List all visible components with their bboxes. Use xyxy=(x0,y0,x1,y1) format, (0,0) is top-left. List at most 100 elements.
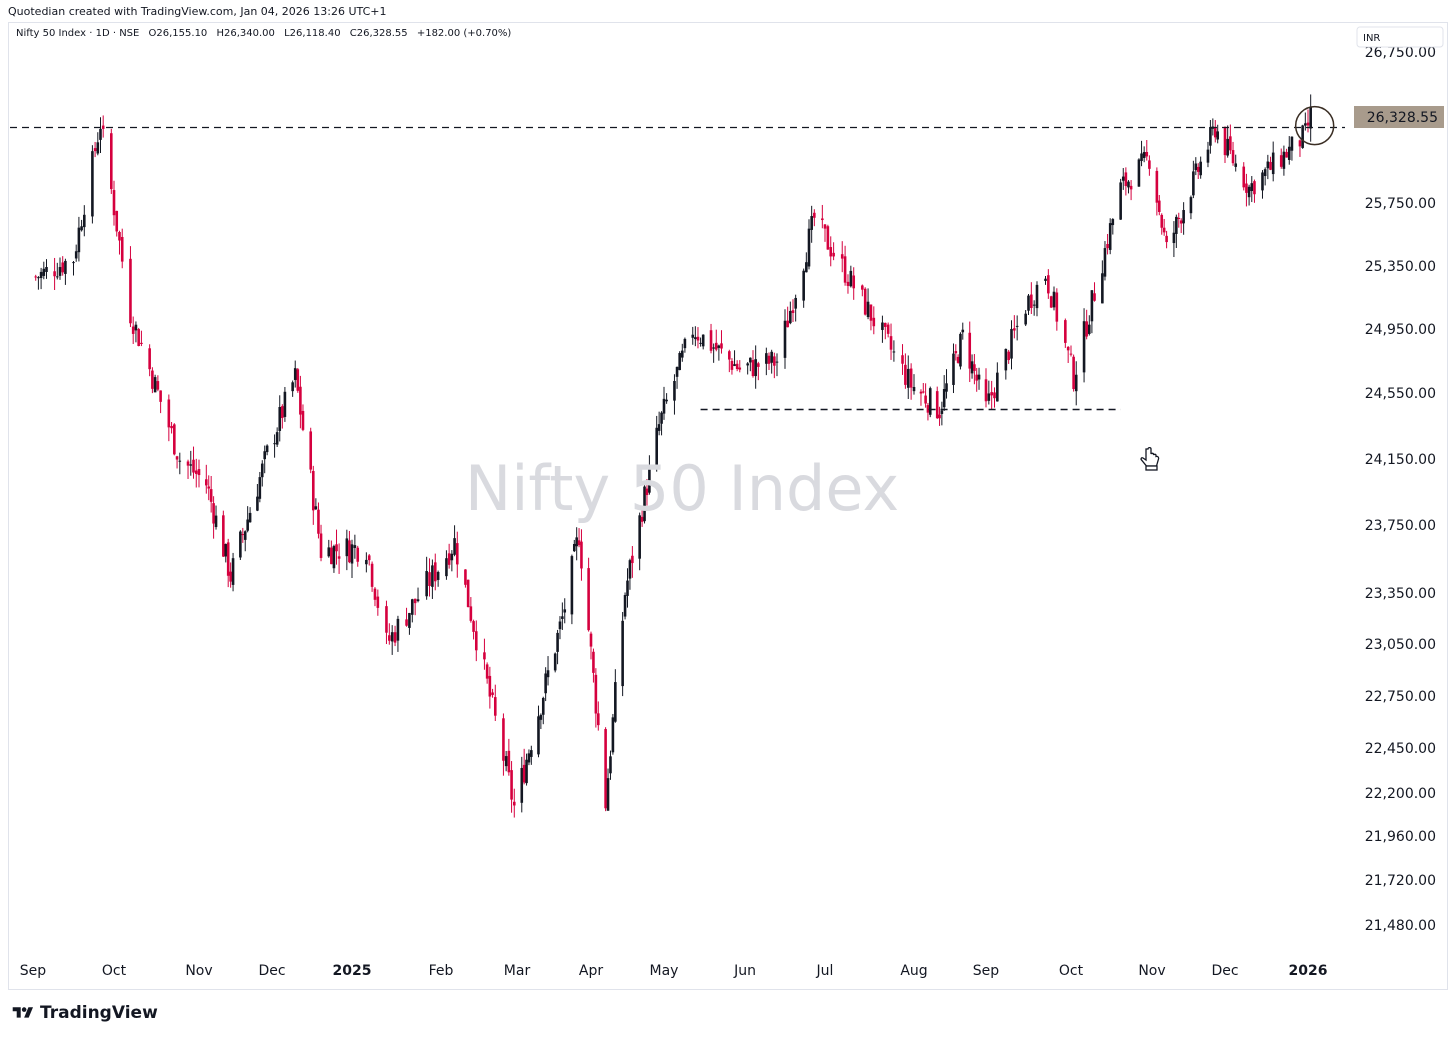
candle xyxy=(345,529,349,571)
candle xyxy=(783,309,787,369)
candle xyxy=(712,343,715,363)
y-tick-label: 23,750.00 xyxy=(1365,518,1436,534)
candle xyxy=(561,602,564,630)
candle xyxy=(843,245,847,286)
candle xyxy=(987,380,991,405)
candle xyxy=(260,460,264,487)
candle xyxy=(1024,310,1027,327)
candle xyxy=(99,117,102,154)
candle xyxy=(120,228,124,269)
candle xyxy=(1064,318,1067,348)
candle xyxy=(794,294,797,322)
y-tick-label: 25,750.00 xyxy=(1365,196,1436,212)
candle xyxy=(428,558,431,597)
candle xyxy=(575,527,578,561)
candle xyxy=(311,465,315,525)
chart-frame xyxy=(8,22,1448,990)
candle xyxy=(525,753,528,786)
candle xyxy=(694,326,697,347)
candle xyxy=(660,411,663,436)
candle xyxy=(1101,260,1104,304)
candle xyxy=(1027,294,1030,315)
candle xyxy=(507,738,511,776)
candle xyxy=(1162,218,1166,236)
candle xyxy=(137,327,140,347)
candle xyxy=(1074,361,1078,406)
candle xyxy=(909,363,913,400)
candle xyxy=(665,393,668,404)
candle xyxy=(1290,136,1294,161)
candle xyxy=(256,483,259,512)
candle xyxy=(643,482,646,524)
candle xyxy=(872,306,876,335)
candle xyxy=(1304,112,1307,131)
candle xyxy=(278,395,282,442)
y-tick-label: 21,480.00 xyxy=(1365,918,1436,934)
created-by-text: Quotedian created with TradingView.com, … xyxy=(8,5,387,18)
candle xyxy=(680,343,684,362)
last-price-tag[interactable]: 26,328.55 xyxy=(1354,106,1444,128)
candle xyxy=(973,354,976,385)
candle xyxy=(558,616,562,640)
candle xyxy=(594,668,598,728)
currency-tag[interactable]: INR xyxy=(1356,26,1444,48)
candle xyxy=(866,288,870,320)
candle xyxy=(1266,154,1270,180)
candle xyxy=(648,455,651,495)
candle xyxy=(942,375,946,411)
candle xyxy=(353,534,357,559)
candle xyxy=(849,265,853,288)
candle xyxy=(773,352,776,379)
candle xyxy=(299,375,302,429)
candle xyxy=(77,216,81,262)
candle xyxy=(1121,168,1125,190)
candle xyxy=(738,360,742,373)
candle xyxy=(337,543,341,574)
candle xyxy=(112,180,116,226)
candle xyxy=(1145,140,1149,161)
candle xyxy=(1137,158,1141,187)
y-tick-label: 22,750.00 xyxy=(1365,689,1436,705)
candle xyxy=(293,360,297,388)
candle xyxy=(1213,120,1217,143)
y-tick-label: 26,750.00 xyxy=(1365,45,1436,61)
candle xyxy=(904,353,907,389)
candle xyxy=(469,597,473,623)
candle xyxy=(912,374,916,395)
candle xyxy=(924,383,927,408)
y-tick-label: 23,050.00 xyxy=(1365,637,1436,653)
candle xyxy=(1229,124,1232,155)
candle xyxy=(546,656,550,686)
candle xyxy=(197,459,201,488)
candle xyxy=(786,306,789,328)
candle xyxy=(1087,315,1091,336)
candle xyxy=(258,471,262,503)
candle xyxy=(968,321,972,383)
candle xyxy=(455,531,459,578)
candle xyxy=(520,756,524,813)
highlight-circle[interactable] xyxy=(1294,105,1335,146)
candle xyxy=(556,629,559,665)
candle xyxy=(861,284,864,297)
candle xyxy=(1165,230,1168,249)
chart-legend: Nifty 50 Index · 1D · NSE O26,155.10 H26… xyxy=(16,28,517,39)
candle xyxy=(604,727,607,812)
last-price-label: 26,328.55 xyxy=(1367,110,1438,126)
candle xyxy=(416,587,420,603)
tradingview-logo[interactable]: TradingView xyxy=(10,1003,158,1023)
candle xyxy=(332,544,336,573)
candle xyxy=(1106,233,1109,255)
candle xyxy=(775,353,779,377)
candle xyxy=(1007,349,1010,364)
candle xyxy=(954,344,958,361)
x-tick-label: Dec xyxy=(1211,963,1238,979)
candle xyxy=(273,434,276,458)
candle xyxy=(248,507,252,523)
watermark: Nifty 50 Index xyxy=(465,452,899,525)
candle xyxy=(767,352,771,370)
candle xyxy=(466,579,470,608)
candle xyxy=(1108,218,1112,255)
candle xyxy=(541,696,545,725)
candle xyxy=(1206,141,1210,168)
